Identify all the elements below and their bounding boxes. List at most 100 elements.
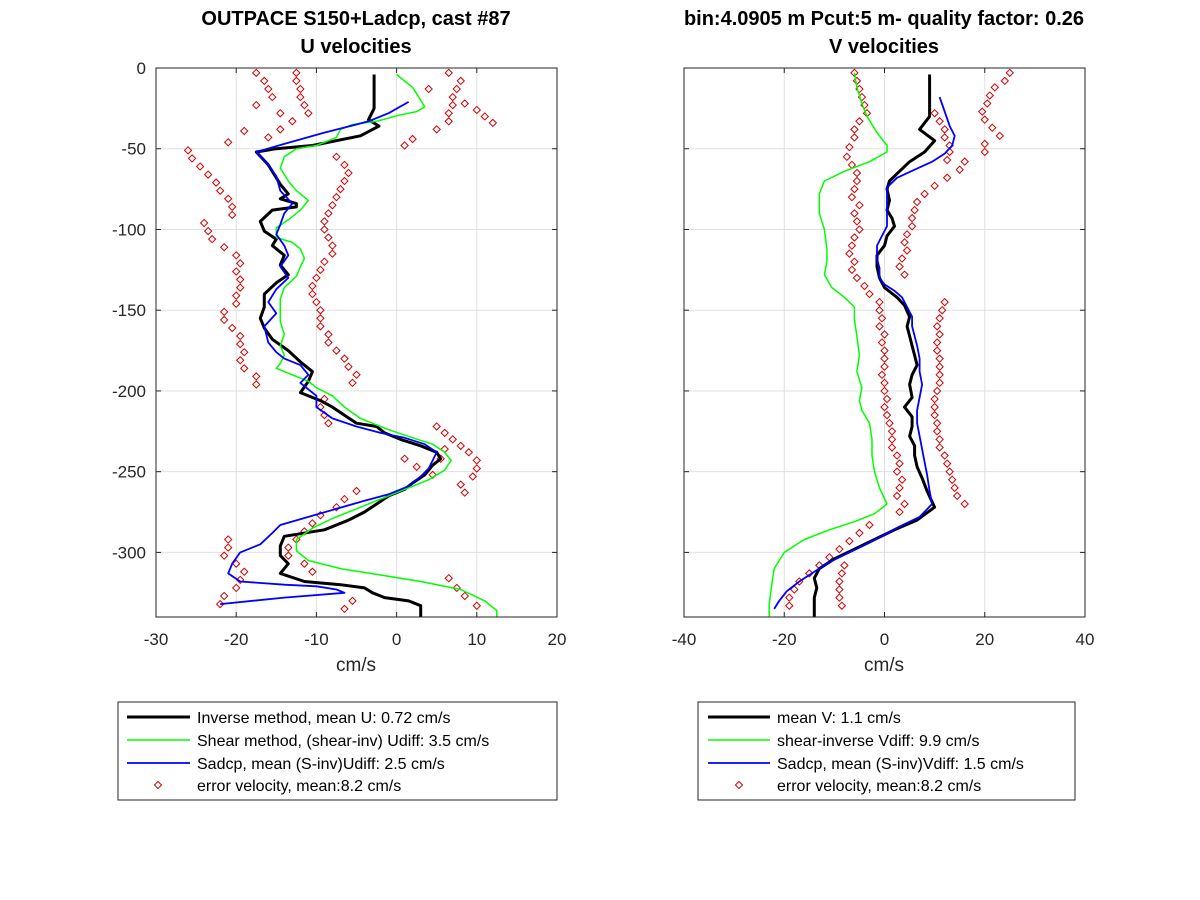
- v-error-marker: [882, 410, 892, 420]
- u-error-marker: [328, 201, 337, 210]
- u-error-marker: [340, 604, 349, 614]
- u-error-marker: [219, 307, 229, 317]
- v-error-marker: [907, 221, 917, 231]
- v-error-marker: [875, 322, 884, 331]
- u-error-marker: [336, 184, 345, 194]
- u-error-marker: [324, 233, 333, 242]
- u-error-marker: [348, 378, 357, 388]
- v-error-marker: [845, 249, 854, 258]
- v-error-marker: [900, 270, 909, 279]
- v-error-marker: [1005, 68, 1015, 78]
- v-error-marker: [935, 435, 944, 444]
- u-error-marker: [312, 273, 321, 283]
- u-error-marker: [320, 217, 329, 226]
- v-error-marker: [887, 427, 897, 436]
- u-error-marker: [268, 92, 277, 102]
- u-error-marker: [219, 242, 229, 252]
- u-error-marker: [235, 356, 245, 365]
- u-xtick-label: 20: [548, 630, 567, 649]
- v-error-marker: [900, 499, 909, 509]
- u-error-marker: [400, 141, 409, 150]
- u-xtick-label: 10: [467, 630, 486, 649]
- v-error-marker: [885, 418, 894, 428]
- u-error-marker: [352, 370, 361, 380]
- u-error-marker: [468, 472, 478, 481]
- v-error-marker: [947, 475, 957, 484]
- v-sadcp-line: [773, 96, 956, 610]
- u-error-marker: [316, 265, 325, 275]
- u-error-marker: [460, 488, 470, 497]
- u-error-marker: [320, 257, 329, 267]
- v-grid: [684, 68, 1085, 617]
- v-error-marker: [850, 209, 859, 218]
- u-xlabel: cm/s: [336, 655, 376, 676]
- u-error-marker: [211, 178, 221, 187]
- u-error-marker: [223, 543, 233, 552]
- u-legend-error: error velocity, mean:8.2 cm/s: [197, 778, 401, 795]
- v-error-marker: [942, 155, 952, 165]
- u-xtick-label: 0: [392, 630, 401, 649]
- u-error-marker: [408, 134, 417, 144]
- v-velocity-axes: -40 -20 0 20 40 cm/s: [672, 67, 1094, 676]
- u-error-marker: [300, 100, 309, 110]
- u-error-marker: [276, 108, 285, 118]
- v-legend-swatch-error: [734, 780, 744, 790]
- u-error-marker: [219, 315, 229, 325]
- v-error-marker: [837, 601, 847, 610]
- v-error-marker: [845, 536, 854, 546]
- u-ytick-label: -100: [112, 220, 146, 239]
- v-xtick-label: -20: [772, 630, 797, 649]
- v-error-marker: [980, 115, 989, 124]
- u-axes-box: [155, 67, 558, 618]
- u-error-marker: [324, 338, 333, 347]
- v-error-marker: [892, 491, 902, 501]
- v-error-marker: [785, 601, 794, 610]
- u-error-marker: [219, 591, 229, 601]
- u-error-marker: [328, 249, 337, 258]
- v-error-marker: [892, 451, 902, 460]
- v-error-marker: [875, 297, 884, 307]
- v-error-marker: [835, 577, 844, 586]
- u-error-marker: [260, 76, 269, 86]
- u-error-marker: [292, 76, 301, 86]
- u-error-marker: [187, 154, 197, 163]
- v-error-marker: [935, 378, 944, 388]
- v-error-marker: [930, 402, 939, 412]
- u-error-marker: [239, 567, 249, 577]
- u-error-marker: [183, 146, 193, 155]
- v-error-marker: [785, 593, 794, 602]
- u-error-marker: [348, 596, 357, 606]
- u-error-marker: [432, 125, 441, 134]
- u-error-marker: [300, 559, 309, 568]
- v-error-marker: [852, 176, 862, 186]
- v-error-marker: [985, 91, 995, 100]
- u-error-marker: [235, 283, 245, 292]
- u-ytick-label: -150: [112, 301, 146, 320]
- v-legend-inverse: mean V: 1.1 cm/s: [777, 710, 901, 727]
- u-series-layer: [183, 68, 498, 617]
- v-error-marker: [930, 410, 939, 420]
- v-error-marker: [935, 314, 944, 323]
- u-legend-inverse: Inverse method, mean U: 0.72 cm/s: [197, 710, 450, 727]
- u-error-marker: [340, 176, 349, 186]
- v-legend-shear: shear-inverse Vdiff: 9.9 cm/s: [777, 733, 979, 750]
- u-error-marker: [235, 275, 245, 284]
- v-error-marker: [847, 160, 857, 170]
- v-error-marker: [850, 125, 859, 134]
- v-error-marker: [850, 257, 859, 267]
- v-error-marker: [865, 289, 874, 299]
- v-error-marker: [837, 569, 847, 578]
- right-title-line2: V velocities: [829, 36, 939, 58]
- v-error-marker: [983, 99, 992, 108]
- u-error-marker: [340, 160, 349, 170]
- v-error-marker: [988, 123, 997, 132]
- u-error-marker: [308, 519, 317, 528]
- u-error-marker: [231, 299, 241, 308]
- u-error-marker: [316, 314, 325, 323]
- u-error-marker: [444, 117, 453, 126]
- v-error-marker: [882, 394, 892, 404]
- v-error-marker: [978, 107, 987, 116]
- v-error-marker: [902, 246, 912, 255]
- v-error-marker: [930, 108, 939, 118]
- v-error-marker: [932, 346, 942, 355]
